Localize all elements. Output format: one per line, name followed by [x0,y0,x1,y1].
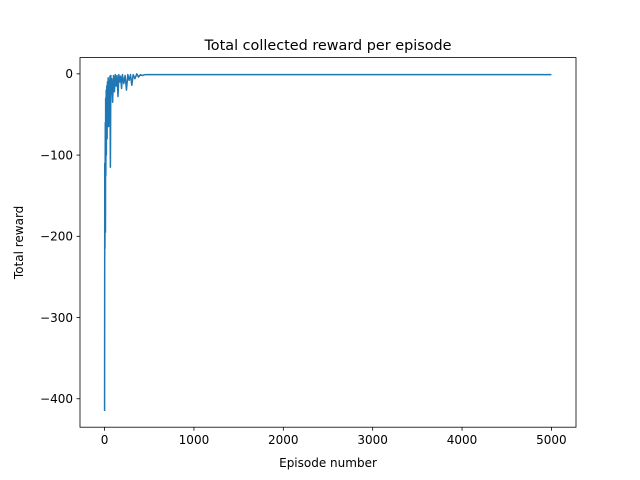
x-tick-label: 0 [101,433,109,447]
x-tick-label: 5000 [536,433,567,447]
x-tick-label: 2000 [268,433,299,447]
x-tick-label: 3000 [357,433,388,447]
plot-layer [103,73,552,411]
y-tick-label: −300 [40,311,73,325]
x-axis-label: Episode number [279,456,377,470]
series-line-0 [103,73,552,411]
y-tick-label: 0 [65,67,73,81]
y-tick-label: −400 [40,392,73,406]
x-tick-label: 1000 [179,433,210,447]
x-tick-label: 4000 [447,433,478,447]
chart-title: Total collected reward per episode [203,38,451,54]
y-tick-label: −100 [40,148,73,162]
tick-layer: 0 1000 2000 3000 4000 5000 −400 −300 −200 −100 0 [40,67,567,447]
axes-frame [79,57,577,428]
y-tick-label: −200 [40,230,73,244]
y-axis-label: Total reward [12,206,26,280]
